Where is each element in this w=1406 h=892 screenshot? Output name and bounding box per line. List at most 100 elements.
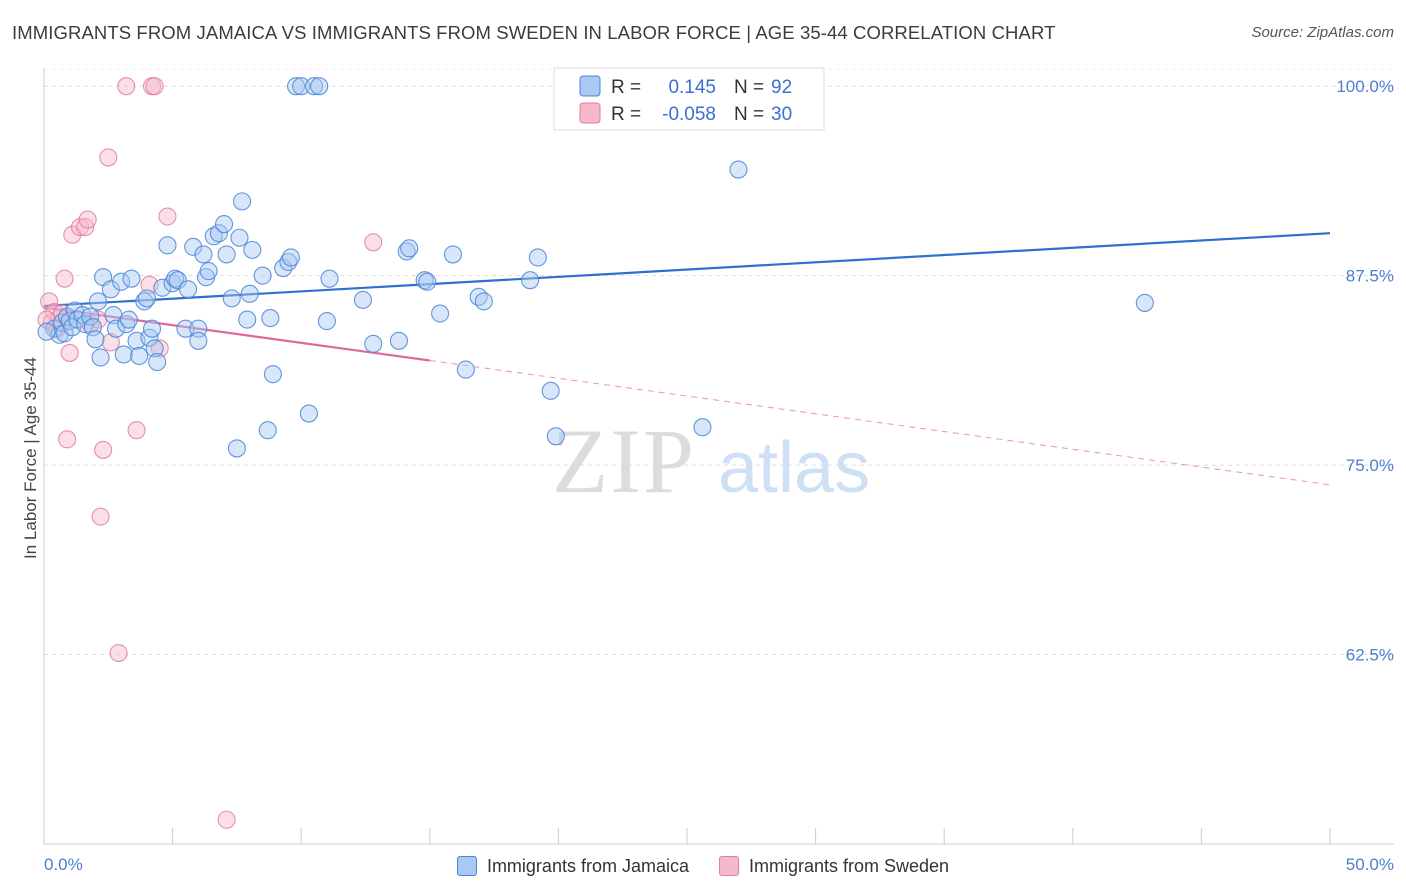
y-tick-label: 62.5% <box>1346 646 1394 665</box>
axes <box>43 68 1394 845</box>
jamaica-point <box>135 292 154 311</box>
y-axis-label: In Labor Force | Age 35-44 <box>21 357 40 559</box>
trend-line-sweden-extension <box>429 360 1331 486</box>
legend-n-label-jamaica: N = <box>734 77 764 98</box>
legend-n-label-sweden: N = <box>734 104 764 125</box>
jamaica-point <box>86 330 105 349</box>
jamaica-point <box>253 266 272 285</box>
legend-label-jamaica: Immigrants from Jamaica <box>486 855 689 876</box>
jamaica-point <box>184 237 203 256</box>
jamaica-points <box>37 74 1154 458</box>
jamaica-point <box>204 227 223 246</box>
jamaica-point <box>209 224 228 243</box>
sweden-point <box>217 810 236 829</box>
jamaica-point <box>693 418 712 437</box>
legend-swatch-jamaica-bottom <box>456 856 477 876</box>
x-tick-label-min: 0.0% <box>44 855 83 874</box>
jamaica-point <box>1135 293 1154 312</box>
sweden-point <box>55 269 74 288</box>
jamaica-point <box>729 160 748 179</box>
jamaica-point <box>227 439 246 458</box>
sweden-point <box>109 643 128 663</box>
sweden-point <box>58 430 77 449</box>
jamaica-point <box>317 312 336 331</box>
jamaica-point <box>112 272 131 291</box>
y-tick-label: 75.0% <box>1346 456 1394 475</box>
chart-title: IMMIGRANTS FROM JAMAICA VS IMMIGRANTS FR… <box>12 22 1056 43</box>
y-tick-label: 87.5% <box>1346 267 1394 286</box>
jamaica-point <box>106 319 126 338</box>
jamaica-point <box>222 289 241 308</box>
legend-item-sweden[interactable]: Immigrants from Sweden <box>718 855 950 877</box>
jamaica-point <box>353 290 372 309</box>
jamaica-point <box>310 77 329 96</box>
jamaica-point <box>189 331 208 350</box>
jamaica-point <box>243 240 262 259</box>
legend-swatch-jamaica <box>579 75 601 97</box>
legend-r-label-jamaica: R = <box>611 77 641 98</box>
jamaica-point <box>258 421 277 440</box>
jamaica-point <box>292 77 311 96</box>
jamaica-point <box>400 239 419 258</box>
y-tick-labels: 62.5% 75.0% 87.5% 100.0% <box>1336 77 1394 664</box>
jamaica-point <box>137 289 156 308</box>
y-tick-label: 100.0% <box>1336 77 1394 96</box>
jamaica-point <box>217 245 236 264</box>
legend-swatch-sweden-bottom <box>718 856 739 876</box>
legend-label-sweden: Immigrants from Sweden <box>748 855 950 876</box>
jamaica-point <box>122 269 141 288</box>
jamaica-point <box>153 278 172 297</box>
jamaica-point <box>364 334 383 353</box>
jamaica-point <box>199 262 218 281</box>
sweden-point <box>40 292 59 311</box>
jamaica-point <box>158 236 177 255</box>
jamaica-point <box>91 348 110 367</box>
jamaica-point <box>81 307 100 326</box>
sweden-point <box>158 207 177 226</box>
legend-swatch-sweden <box>579 102 601 124</box>
jamaica-point <box>168 271 187 290</box>
jamaica-point <box>305 77 324 96</box>
source-label: Source: ZipAtlas.com <box>1251 24 1394 41</box>
legend-item-jamaica[interactable]: Immigrants from Jamaica <box>456 855 689 877</box>
sweden-point <box>101 333 120 352</box>
stats-legend: R = 0.145 N = 92 R = -0.058 N = 30 <box>553 67 825 131</box>
jamaica-point <box>88 292 108 311</box>
sweden-point <box>78 210 97 229</box>
sweden-point <box>94 440 113 459</box>
jamaica-point <box>230 228 249 247</box>
jamaica-point <box>281 248 300 267</box>
legend-r-label-sweden: R = <box>611 104 641 125</box>
jamaica-point <box>541 381 560 400</box>
watermark-zip: ZIP <box>552 410 696 512</box>
jamaica-point <box>119 310 138 329</box>
jamaica-point <box>178 280 198 299</box>
legend-n-value-sweden: 30 <box>771 104 792 125</box>
legend-n-value-jamaica: 92 <box>771 77 792 98</box>
sweden-points <box>37 77 383 829</box>
jamaica-point <box>418 272 437 291</box>
grid-lines <box>44 68 1394 656</box>
legend-r-value-sweden: -0.058 <box>662 104 716 125</box>
sweden-point <box>127 421 146 440</box>
jamaica-point <box>130 346 149 366</box>
sweden-point <box>145 77 164 96</box>
jamaica-point <box>456 360 475 379</box>
jamaica-point <box>240 284 259 303</box>
legend-r-value-jamaica: 0.145 <box>668 77 716 98</box>
jamaica-point <box>114 345 133 364</box>
jamaica-point <box>148 352 167 372</box>
watermark-atlas: atlas <box>718 428 870 508</box>
jamaica-point <box>320 269 339 288</box>
jamaica-point <box>287 77 306 96</box>
sweden-point <box>60 343 79 362</box>
jamaica-point <box>52 313 72 332</box>
jamaica-point <box>142 319 162 338</box>
jamaica-point <box>37 322 56 341</box>
jamaica-point <box>443 245 462 264</box>
jamaica-point <box>546 427 565 446</box>
jamaica-point <box>521 271 540 290</box>
x-tick-label-max: 50.0% <box>1346 855 1394 874</box>
jamaica-point <box>528 248 547 267</box>
